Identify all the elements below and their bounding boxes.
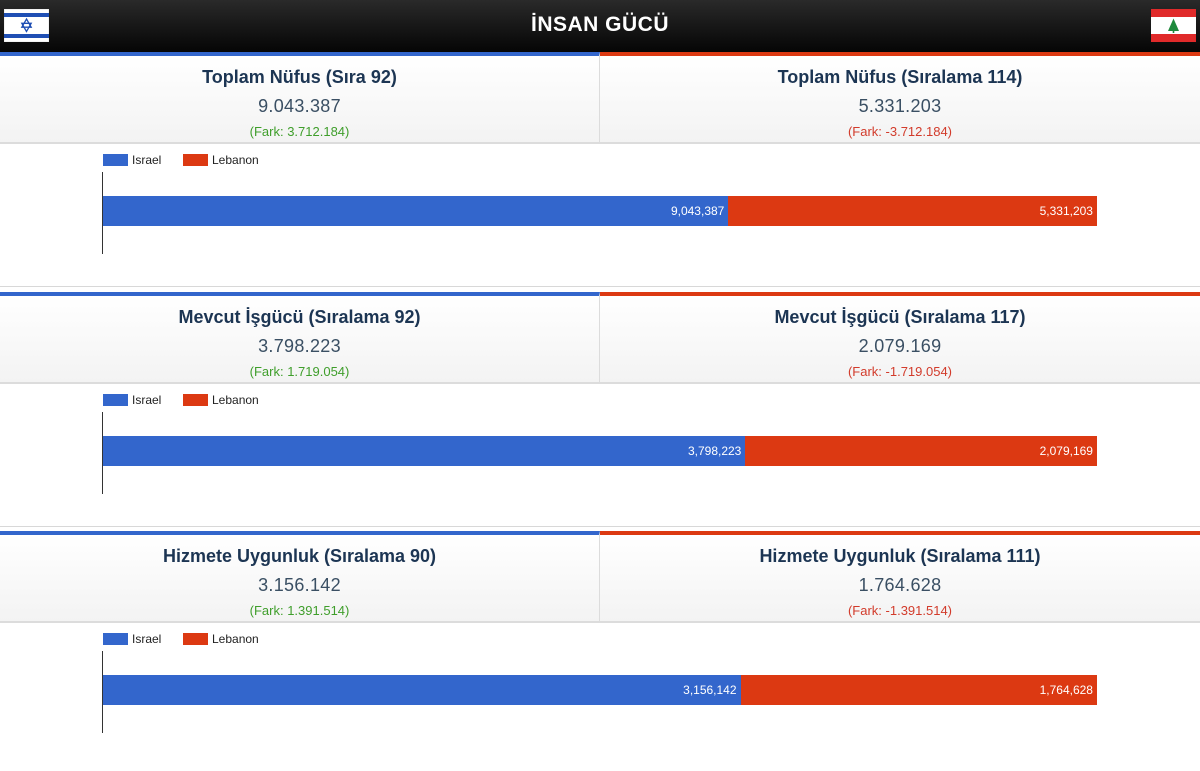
page-title: İNSAN GÜCÜ [530, 13, 669, 36]
legend-label: Lebanon [212, 393, 259, 407]
stat-difference: (Fark: 1.719.054) [249, 364, 350, 379]
bar-lebanon[interactable]: 5,331,203 [728, 196, 1097, 226]
legend-swatch-israel [103, 394, 128, 406]
section-total-population: Toplam Nüfus (Sıra 92) 9.043.387 (Fark: … [0, 52, 1200, 292]
stat-label: Toplam Nüfus (Sıra 92) [202, 67, 397, 87]
lebanon-stat-card: Hizmete Uygunluk (Sıralama 111) 1.764.62… [600, 531, 1200, 623]
legend-swatch-lebanon [183, 633, 208, 645]
stat-value: 2.079.169 [858, 336, 942, 356]
bar-lebanon[interactable]: 2,079,169 [745, 436, 1097, 466]
section-divider [0, 286, 1200, 287]
legend-swatch-israel [103, 633, 128, 645]
bar-value-label: 2,079,169 [1039, 444, 1093, 458]
stat-difference: (Fark: 1.391.514) [249, 603, 350, 618]
stat-row: Toplam Nüfus (Sıra 92) 9.043.387 (Fark: … [0, 52, 1200, 144]
legend-label: Israel [132, 632, 162, 646]
section-divider [0, 526, 1200, 527]
stat-difference: (Fark: -3.712.184) [847, 124, 953, 139]
stat-value: 5.331.203 [858, 96, 942, 116]
bar-value-label: 5,331,203 [1039, 204, 1093, 218]
bar-israel[interactable]: 3,798,223 [103, 436, 746, 466]
legend-label: Israel [132, 393, 162, 407]
top-bar: İNSAN GÜCÜ [0, 0, 1200, 52]
israel-stat-card: Mevcut İşgücü (Sıralama 92) 3.798.223 (F… [0, 292, 600, 384]
legend-label: Lebanon [212, 153, 259, 167]
bar-israel[interactable]: 3,156,142 [103, 675, 741, 705]
stat-label: Hizmete Uygunluk (Sıralama 90) [162, 546, 437, 566]
stat-label: Toplam Nüfus (Sıralama 114) [777, 67, 1023, 87]
chart-axis [102, 172, 103, 254]
legend-swatch-israel [103, 154, 128, 166]
israel-flag-icon [4, 9, 49, 42]
stat-value: 3.156.142 [258, 575, 341, 595]
section-fit-for-service: Hizmete Uygunluk (Sıralama 90) 3.156.142… [0, 531, 1200, 771]
bar-israel[interactable]: 9,043,387 [103, 196, 729, 226]
legend-swatch-lebanon [183, 394, 208, 406]
bar-lebanon[interactable]: 1,764,628 [740, 675, 1097, 705]
stat-label: Mevcut İşgücü (Sıralama 92) [178, 307, 421, 327]
lebanon-stat-card: Mevcut İşgücü (Sıralama 117) 2.079.169 (… [600, 292, 1200, 384]
lebanon-flag-icon [1151, 9, 1196, 42]
stat-difference: (Fark: -1.391.514) [847, 603, 953, 618]
section-available-workforce: Mevcut İşgücü (Sıralama 92) 3.798.223 (F… [0, 292, 1200, 532]
stat-row: Mevcut İşgücü (Sıralama 92) 3.798.223 (F… [0, 292, 1200, 384]
israel-stat-card: Toplam Nüfus (Sıra 92) 9.043.387 (Fark: … [0, 52, 600, 144]
stat-difference: (Fark: -1.719.054) [847, 364, 953, 379]
stat-row: Hizmete Uygunluk (Sıralama 90) 3.156.142… [0, 531, 1200, 623]
bar-value-label: 9,043,387 [670, 204, 725, 218]
bar-value-label: 1,764,628 [1039, 683, 1093, 697]
chart-axis [102, 412, 103, 494]
stat-label: Hizmete Uygunluk (Sıralama 111) [759, 546, 1041, 566]
stat-difference: (Fark: 3.712.184) [249, 124, 350, 139]
stat-label: Mevcut İşgücü (Sıralama 117) [774, 307, 1026, 327]
stat-value: 9.043.387 [258, 96, 341, 116]
bar-value-label: 3,798,223 [687, 444, 742, 458]
lebanon-stat-card: Toplam Nüfus (Sıralama 114) 5.331.203 (F… [600, 52, 1200, 144]
legend-label: Israel [132, 153, 162, 167]
bar-value-label: 3,156,142 [683, 683, 737, 697]
stat-value: 1.764.628 [858, 575, 942, 595]
comparison-chart: Israel Lebanon 3,798,223 2,079,169 [0, 384, 1200, 532]
stat-value: 3.798.223 [258, 336, 341, 356]
legend-swatch-lebanon [183, 154, 208, 166]
israel-stat-card: Hizmete Uygunluk (Sıralama 90) 3.156.142… [0, 531, 600, 623]
legend-label: Lebanon [212, 632, 259, 646]
comparison-chart: Israel Lebanon 9,043,387 5,331,203 [0, 144, 1200, 292]
chart-axis [102, 651, 103, 733]
comparison-chart: Israel Lebanon 3,156,142 1,764,628 [0, 623, 1200, 771]
